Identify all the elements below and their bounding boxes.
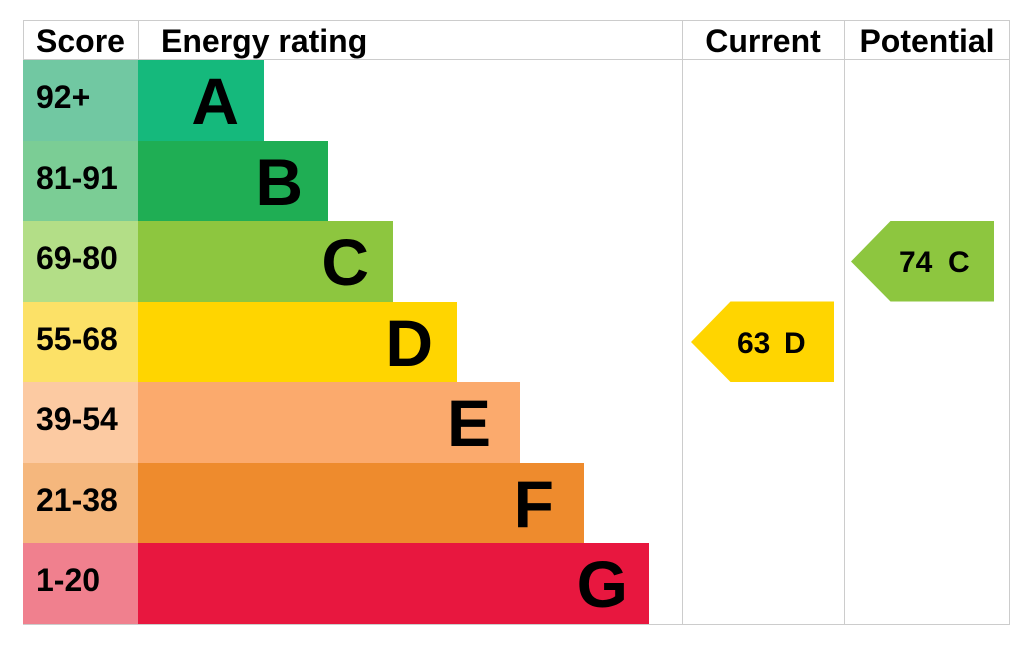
svg-text:C: C — [948, 246, 970, 279]
svg-text:74: 74 — [899, 246, 933, 279]
svg-text:63: 63 — [737, 327, 770, 360]
svg-text:D: D — [784, 327, 806, 360]
